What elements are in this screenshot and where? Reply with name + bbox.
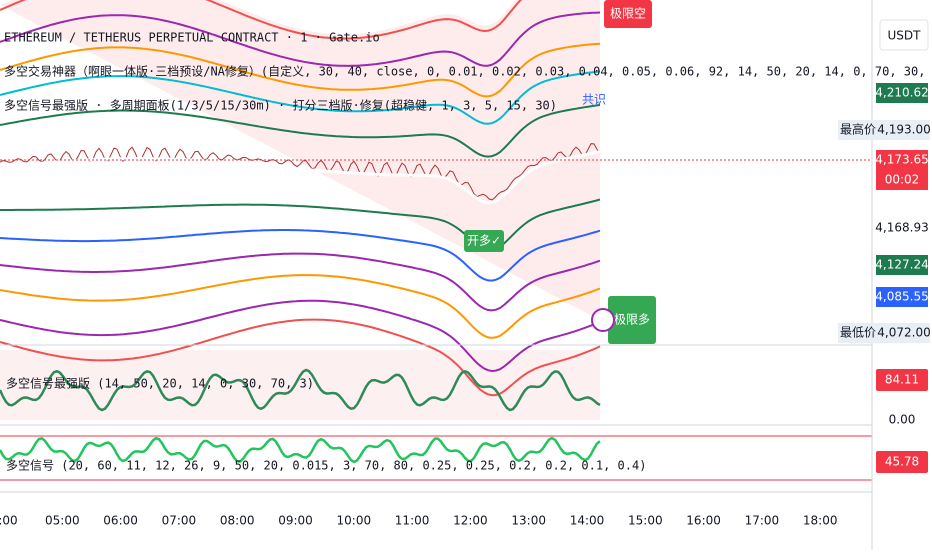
price-text: 4,210.62 <box>875 86 928 100</box>
price-tag <box>876 255 928 275</box>
time-label: 05:00 <box>45 514 80 528</box>
value-text: 0.00 <box>889 413 916 427</box>
time-axis: :00 05:00 06:00 07:00 08:00 09:00 10:00 11:00 12… <box>0 514 837 528</box>
band-line <box>0 252 601 312</box>
price-tag <box>876 150 928 170</box>
bolt-icon[interactable] <box>591 308 615 332</box>
band-line <box>0 42 601 98</box>
price-line <box>0 143 601 201</box>
time-label: 06:00 <box>103 514 138 528</box>
band-line <box>0 103 601 158</box>
time-label: 09:00 <box>278 514 313 528</box>
price-tag <box>876 83 928 103</box>
band-line <box>0 299 601 373</box>
signal-text: 极限空 <box>610 7 646 21</box>
time-label: 10:00 <box>337 514 372 528</box>
price-tag <box>876 170 928 190</box>
price-text: 最高价 <box>840 122 876 137</box>
time-label: 17:00 <box>745 514 780 528</box>
time-label: 15:00 <box>628 514 663 528</box>
indicator-label: 多空交易神器（啊眼一体版·三档预设/NA修复）(自定义, 30, 40, clo… <box>4 64 932 79</box>
band-line <box>0 274 601 339</box>
value-tag <box>876 369 928 391</box>
time-label: 12:00 <box>453 514 488 528</box>
band-line <box>0 318 601 397</box>
price-axis: 4,210.62 最高价 4,193.00 4,173.65 00:02 4,168.93… <box>838 83 931 343</box>
time-label: 14:00 <box>570 514 605 528</box>
symbol-line: ETHEREUM / TETHERUS PERPETUAL CONTRACT ·… <box>4 31 380 45</box>
time-label: 08:00 <box>220 514 255 528</box>
band-line <box>0 11 601 67</box>
currency[interactable]: USDT <box>888 29 922 43</box>
time-label: 11:00 <box>395 514 430 528</box>
signal-text: 极限多 <box>614 313 650 327</box>
time-label: :00 <box>0 514 18 528</box>
price-text: 4,072.00 <box>877 326 930 340</box>
average-line <box>0 150 601 205</box>
value-text: 84.11 <box>885 373 919 387</box>
oscillator <box>0 436 601 464</box>
time-label: 16:00 <box>686 514 721 528</box>
price-tag <box>838 323 878 343</box>
price-text: 4,173.65 <box>875 153 928 167</box>
pane-label: 多空信号最强版 (14, 50, 20, 14, 0, 30, 70, 3) <box>6 377 314 391</box>
band-line <box>0 0 523 40</box>
value-tag <box>876 451 928 473</box>
signal-text: 共识 <box>582 93 606 107</box>
price-tag <box>838 120 878 140</box>
pane-label: 多空信号 (20, 60, 11, 12, 26, 9, 50, 20, 0.0… <box>6 459 646 473</box>
bands <box>0 0 872 481</box>
time-label: 13:00 <box>511 514 546 528</box>
oscillator <box>0 368 601 412</box>
price-text: 4,127.24 <box>875 258 928 272</box>
value-text: 45.78 <box>885 455 919 469</box>
price-text: 00:02 <box>885 173 920 187</box>
price-tag <box>876 218 928 238</box>
price-text: 最低价 <box>840 326 876 340</box>
indicator-label: 多空信号最强版 · 多周期面板(1/3/5/15/30m) · 打分三档版·修复… <box>4 98 557 113</box>
price-tag <box>876 287 928 307</box>
price-text: 4,168.93 <box>875 221 928 235</box>
time-label: 18:00 <box>803 514 838 528</box>
time-label: 07:00 <box>162 514 197 528</box>
signal-text: 开多✓ <box>467 234 501 248</box>
signal-tag <box>464 230 504 252</box>
price-text: 4,085.55 <box>875 290 928 304</box>
band-line <box>0 70 601 125</box>
band-line <box>0 229 601 282</box>
currency-button[interactable] <box>879 19 929 51</box>
signal-tag <box>604 0 652 28</box>
price-text: 4,193.00 <box>877 123 930 137</box>
price-tag <box>878 323 930 343</box>
signal-tag <box>608 296 656 344</box>
price-tag <box>878 120 930 140</box>
